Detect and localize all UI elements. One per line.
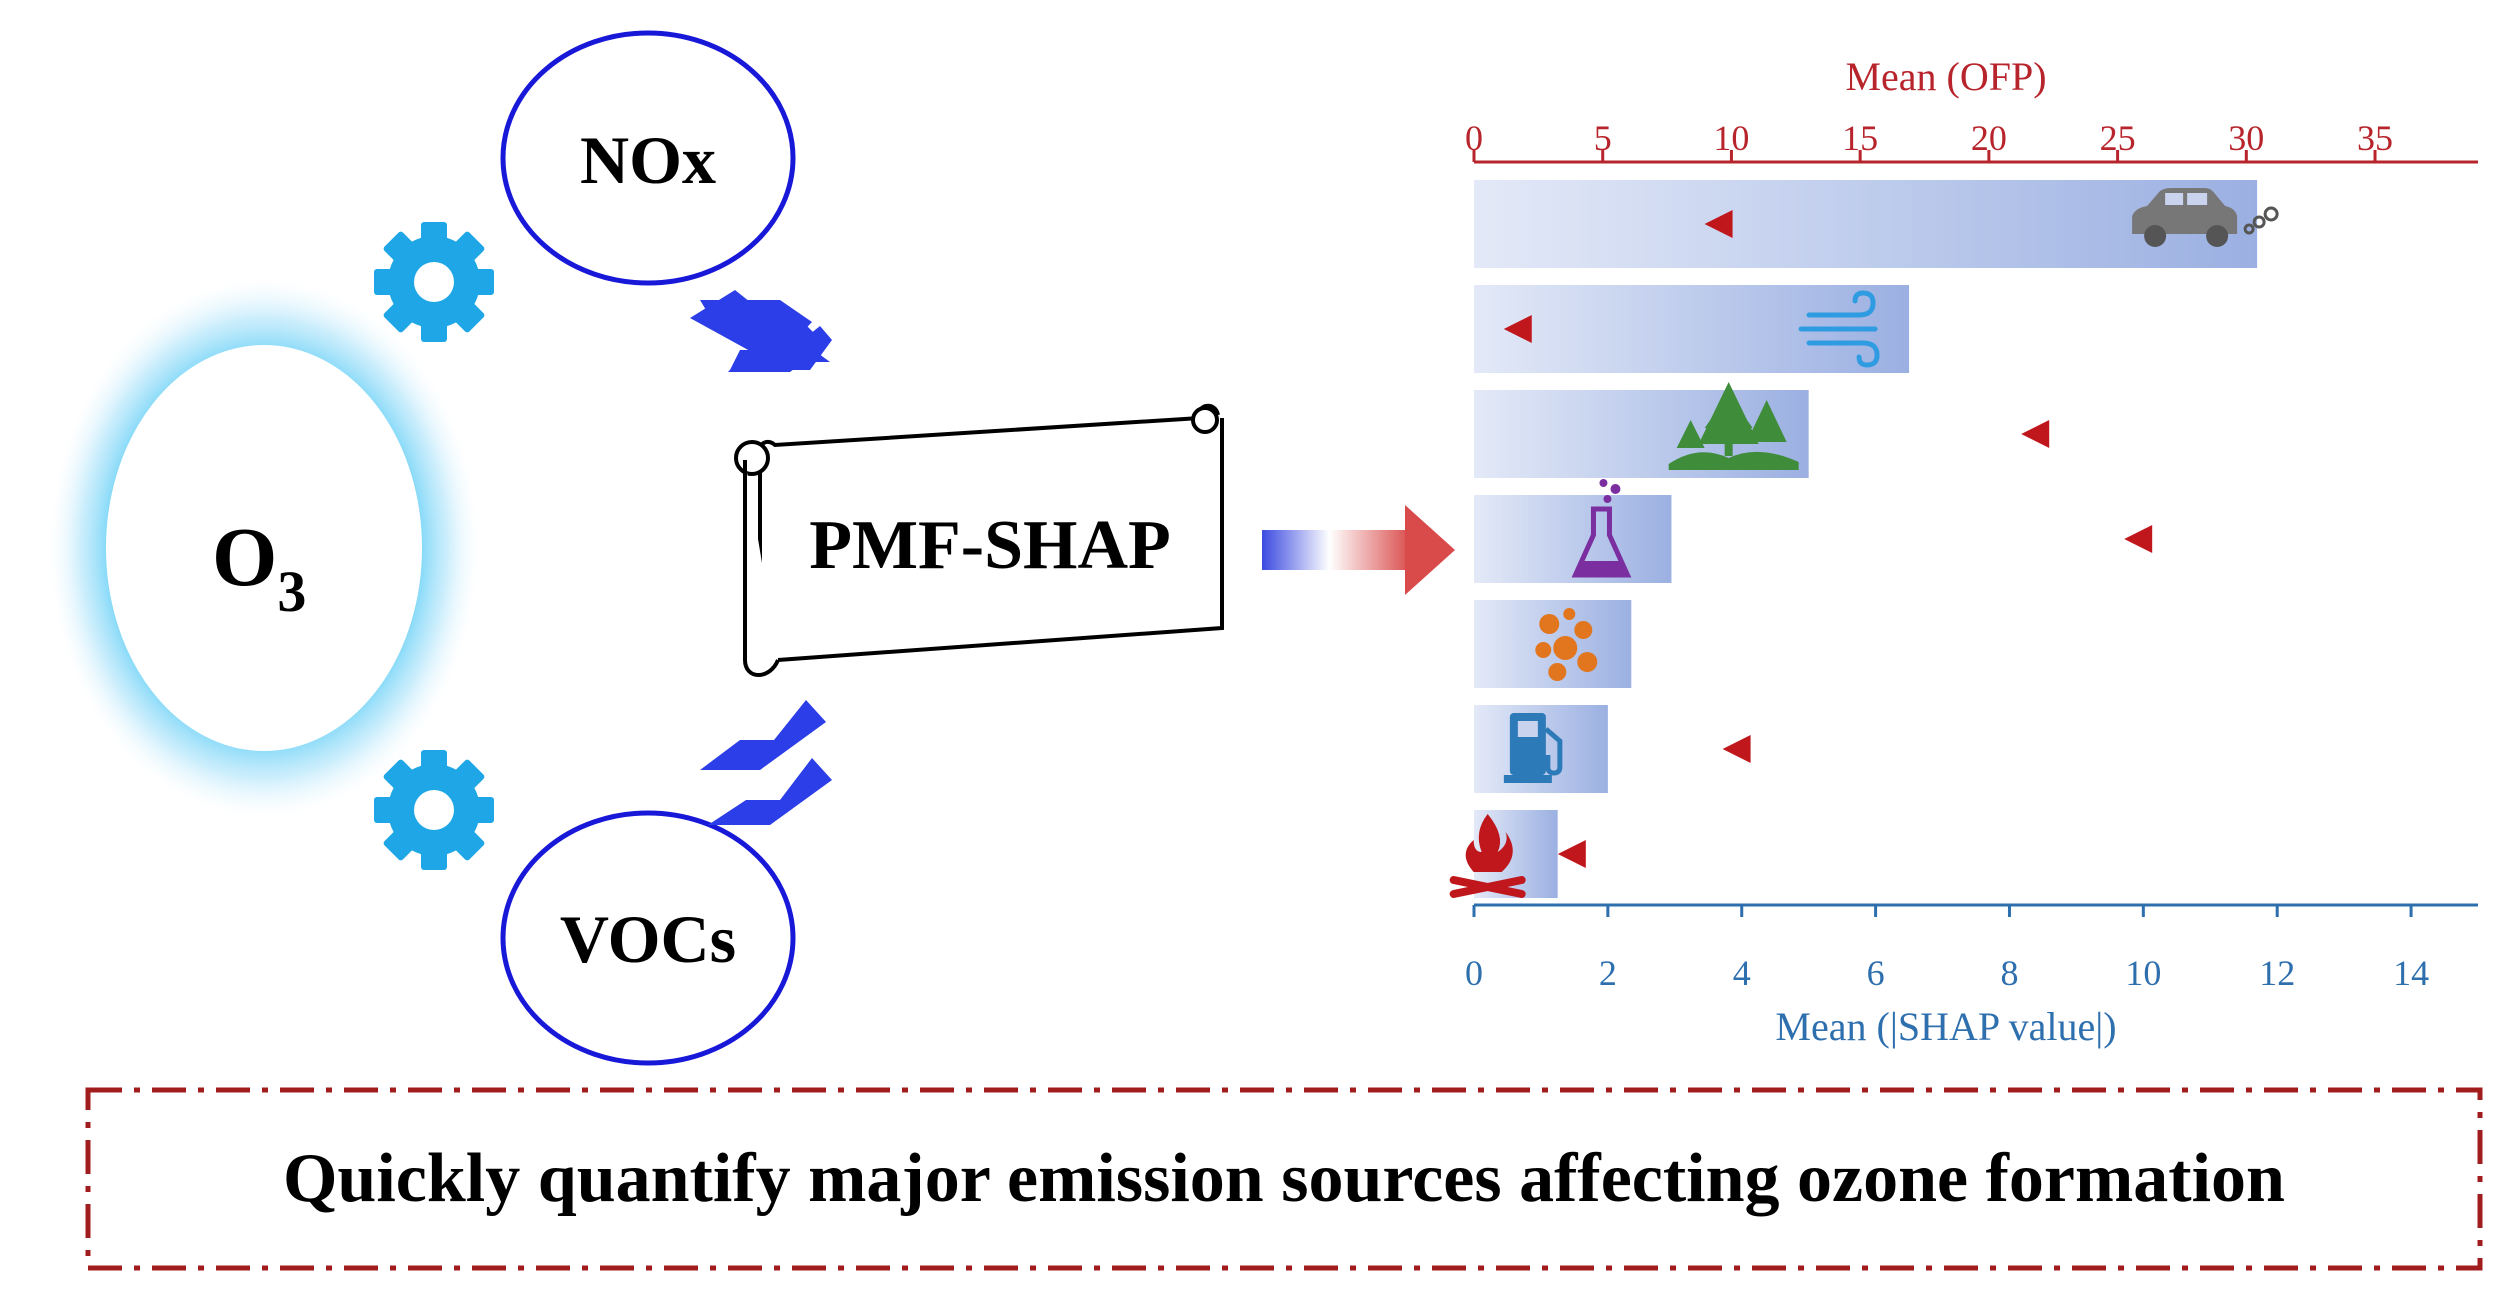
- top-axis-tick-label: 35: [2357, 118, 2393, 158]
- chevron-down-icon: [690, 290, 832, 372]
- bottom-axis-tick-label: 10: [2125, 953, 2161, 993]
- o3-label: O3: [212, 511, 306, 624]
- nox-ellipse: [500, 30, 796, 286]
- top-axis-tick-label: 15: [1842, 118, 1878, 158]
- ofp-marker: [1503, 315, 1532, 343]
- top-axis-tick-label: 20: [1971, 118, 2007, 158]
- car-icon: [2132, 188, 2279, 247]
- ofp-marker: [1704, 210, 1733, 238]
- method-label: PMF-SHAP: [809, 507, 1171, 584]
- ofp-marker: [1722, 735, 1751, 763]
- ofp-marker: [2124, 525, 2153, 553]
- process-arrow: [1262, 505, 1455, 595]
- top-axis-title: Mean (OFP): [1845, 54, 2046, 99]
- bottom-axis-tick-label: 4: [1733, 953, 1751, 993]
- nox-label: NOx: [580, 122, 716, 198]
- top-axis-tick-label: 10: [1713, 118, 1749, 158]
- bottom-axis-tick-label: 0: [1465, 953, 1483, 993]
- ofp-marker: [2021, 420, 2050, 448]
- vocs-ellipse: [500, 810, 796, 1066]
- bubbles-icon: [1535, 608, 1598, 681]
- gear-icon: [374, 750, 494, 870]
- bottom-axis-tick-label: 6: [1867, 953, 1885, 993]
- bottom-axis-tick-label: 14: [2393, 953, 2429, 993]
- o3-ellipse: [106, 345, 422, 751]
- bottom-axis-tick-label: 2: [1599, 953, 1617, 993]
- bar-chart: 0 5 10 15 20 25 30 35 Mean (OFP) 0 2 4 6 8 10 12 14 Mean …: [1449, 54, 2478, 1049]
- caption-box: Quickly quantify major emission sources …: [88, 1090, 2480, 1268]
- fuel-pump-icon: [1503, 713, 1563, 783]
- caption-text: Quickly quantify major emission sources …: [282, 1140, 2285, 1217]
- bottom-axis-tick-label: 12: [2259, 953, 2295, 993]
- caption-border: [85, 1087, 2483, 1271]
- trees-icon: [1668, 382, 1799, 470]
- chevron-up-icon: [700, 700, 832, 825]
- ofp-marker: [1557, 840, 1586, 868]
- fire-icon: [1449, 814, 1526, 898]
- top-axis-tick-label: 0: [1465, 118, 1483, 158]
- top-axis-tick-label: 25: [2100, 118, 2136, 158]
- gear-icon: [374, 222, 494, 342]
- top-axis-tick-label: 5: [1594, 118, 1612, 158]
- bar: [1474, 495, 1672, 583]
- top-axis-tick-label: 30: [2228, 118, 2264, 158]
- bottom-axis-tick-label: 8: [2000, 953, 2018, 993]
- wind-icon: [1798, 290, 1880, 368]
- bar: [1474, 180, 2258, 268]
- bottom-axis-title: Mean (|SHAP value|): [1775, 1004, 2116, 1049]
- pmf-shap-scroll: [734, 403, 1224, 677]
- flask-icon: [1571, 479, 1632, 578]
- vocs-label: VOCs: [560, 901, 736, 977]
